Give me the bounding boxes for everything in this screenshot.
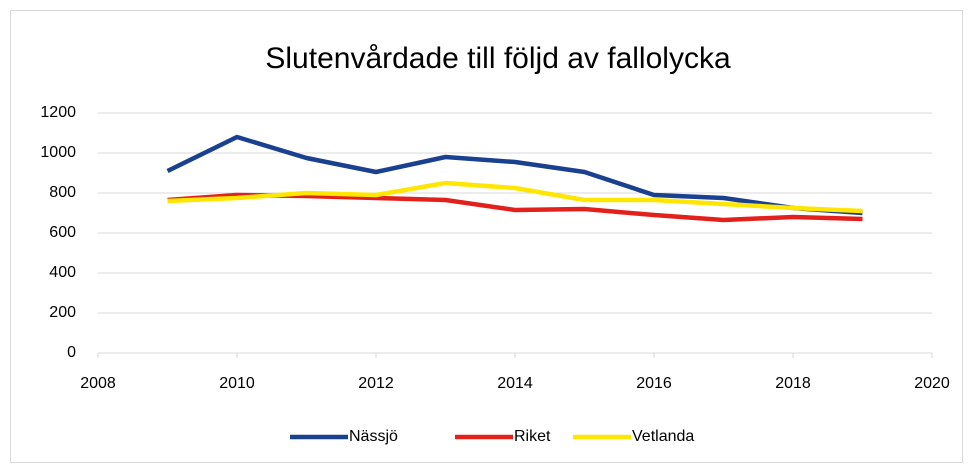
x-tick-label: 2014 [497, 375, 533, 392]
legend-label: Nässjö [349, 428, 398, 445]
series-line [166, 134, 863, 216]
y-tick-label: 1200 [40, 104, 76, 121]
y-tick-label: 600 [49, 224, 76, 241]
y-tick-label: 200 [49, 304, 76, 321]
chart-title: Slutenvårdade till följd av fallolycka [265, 42, 731, 75]
series-line [167, 180, 863, 214]
y-tick-label: 0 [67, 344, 76, 361]
x-tick-label: 2016 [636, 375, 672, 392]
x-tick-label: 2012 [358, 375, 394, 392]
legend-label: Riket [514, 428, 551, 445]
y-tick-label: 800 [49, 184, 76, 201]
legend-label: Vetlanda [632, 428, 694, 445]
y-tick-label: 1000 [40, 144, 76, 161]
x-tick-label: 2018 [775, 375, 811, 392]
x-tick-label: 2020 [914, 375, 950, 392]
chart-border [10, 10, 963, 463]
y-tick-label: 400 [49, 264, 76, 281]
x-tick-label: 2008 [80, 375, 116, 392]
x-tick-label: 2010 [219, 375, 255, 392]
